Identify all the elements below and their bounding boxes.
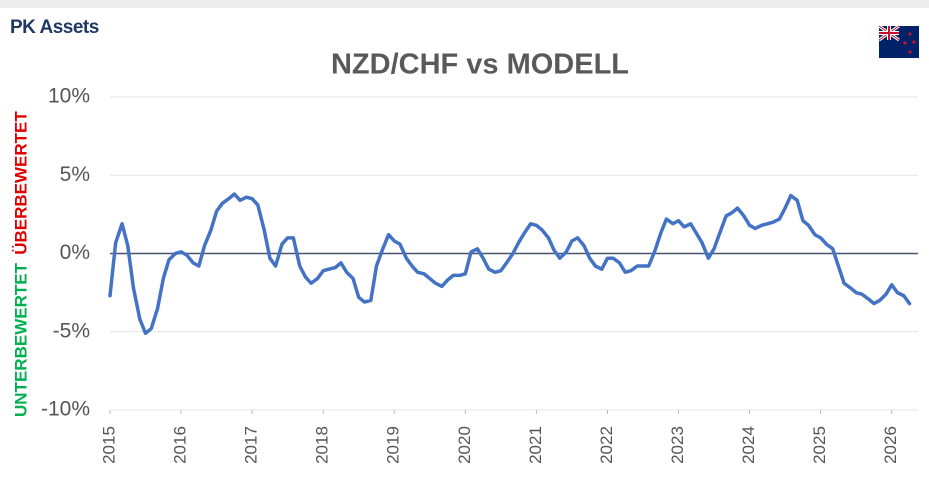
- y-tick-label: -5%: [53, 319, 90, 342]
- chart-title: NZD/CHF vs MODELL: [331, 49, 629, 81]
- y-tick-label: 5%: [60, 163, 90, 186]
- grid: [109, 96, 918, 414]
- x-tick-label: 2023: [668, 426, 687, 464]
- flag-star: [908, 50, 912, 54]
- x-tick-label: 2021: [526, 426, 545, 464]
- x-tick-label: 2024: [739, 426, 758, 464]
- y-tick-label: 10%: [48, 85, 90, 108]
- flag-star: [908, 32, 912, 36]
- top-strip: [0, 0, 929, 8]
- x-tick-label: 2015: [99, 426, 118, 464]
- x-tick-label: 2018: [313, 426, 332, 464]
- x-tick-label: 2017: [242, 426, 261, 464]
- x-tick-label: 2020: [455, 426, 474, 464]
- marks: [108, 192, 912, 336]
- x-tick-label: 2025: [810, 426, 829, 464]
- labels: -10% -5% 0% 5% 10% 2015 2016 2017 2018 2019 2020 20…: [41, 85, 900, 464]
- x-tick-label: 2016: [171, 426, 190, 464]
- x-tick-label: 2026: [881, 426, 900, 464]
- brand: PK Assets: [10, 17, 99, 38]
- y-tick-label: 0%: [60, 241, 90, 264]
- y-tick-label: -10%: [41, 398, 90, 421]
- annotation-over: ÜBERBEWERTET: [11, 111, 30, 255]
- flag: [878, 24, 919, 58]
- annotation-under: UNTERBEWERTET: [11, 262, 30, 417]
- x-tick-label: 2022: [597, 426, 616, 464]
- flag-cross-red: [879, 26, 899, 40]
- flag-star: [903, 41, 907, 45]
- x-tick-label: 2019: [384, 426, 403, 464]
- flag-star: [912, 40, 916, 44]
- series-line: [108, 192, 912, 336]
